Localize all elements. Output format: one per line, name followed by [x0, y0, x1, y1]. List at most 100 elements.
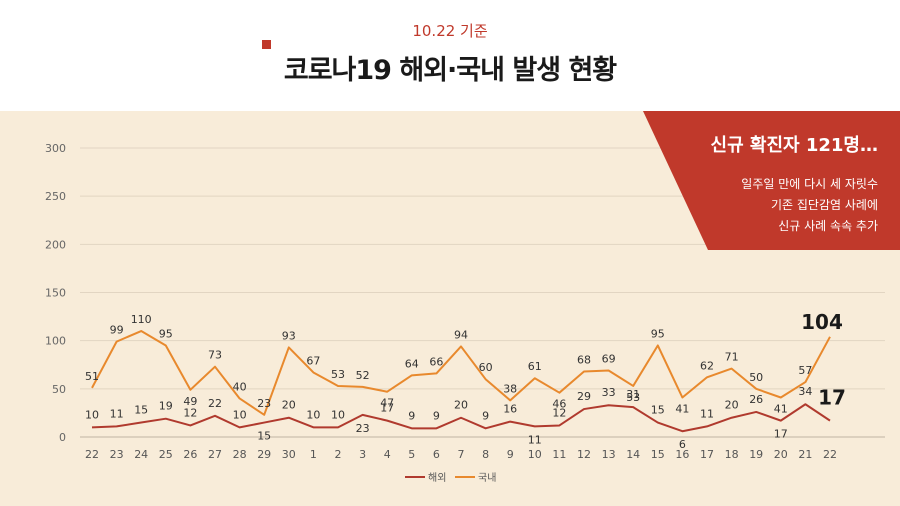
data-label-domestic: 66: [429, 355, 443, 368]
x-tick-label: 13: [602, 448, 616, 461]
data-label-overseas: 15: [651, 404, 665, 417]
data-label-domestic: 110: [131, 313, 152, 326]
data-label-domestic: 40: [233, 380, 247, 393]
data-label-overseas: 10: [233, 408, 247, 421]
data-label-domestic: 38: [503, 382, 517, 395]
title-marker-icon: [262, 40, 271, 49]
data-label-domestic: 73: [208, 349, 222, 362]
x-tick-label: 14: [626, 448, 640, 461]
data-label-overseas: 31: [626, 388, 640, 401]
data-label-overseas: 10: [306, 408, 320, 421]
x-tick-label: 19: [749, 448, 763, 461]
x-tick-label: 1: [310, 448, 317, 461]
data-label-overseas: 9: [408, 409, 415, 422]
x-tick-label: 5: [408, 448, 415, 461]
x-tick-label: 22: [85, 448, 99, 461]
data-label-overseas: 17: [380, 402, 394, 415]
data-label-overseas: 17: [818, 386, 846, 410]
series-line-domestic: [91, 330, 831, 416]
callout-banner: [643, 111, 900, 250]
x-tick-label: 6: [433, 448, 440, 461]
data-label-overseas: 15: [257, 430, 271, 443]
data-label-overseas: 6: [679, 438, 686, 451]
data-label-domestic: 71: [725, 351, 739, 364]
data-label-overseas: 29: [577, 390, 591, 403]
x-tick-label: 21: [798, 448, 812, 461]
x-tick-label: 7: [458, 448, 465, 461]
data-label-domestic: 64: [405, 357, 419, 370]
x-tick-label: 11: [552, 448, 566, 461]
legend-label: 국내: [478, 472, 496, 484]
data-label-overseas: 19: [159, 400, 173, 413]
page-title: 코로나19 해외·국내 발생 현황: [283, 55, 617, 86]
data-label-domestic: 99: [110, 324, 124, 337]
x-tick-label: 9: [507, 448, 514, 461]
data-label-overseas: 17: [774, 428, 788, 441]
data-label-domestic: 57: [798, 364, 812, 377]
data-label-overseas: 26: [749, 393, 763, 406]
data-label-overseas: 23: [356, 422, 370, 435]
data-label-overseas: 10: [85, 408, 99, 421]
data-label-overseas: 20: [725, 399, 739, 412]
data-label-domestic: 95: [651, 327, 665, 340]
data-label-domestic: 46: [552, 398, 566, 411]
x-tick-label: 20: [774, 448, 788, 461]
x-tick-label: 23: [110, 448, 124, 461]
data-label-domestic: 94: [454, 328, 468, 341]
series-line-overseas: [91, 403, 831, 433]
x-tick-label: 30: [282, 448, 296, 461]
legend-label: 해외: [428, 471, 446, 484]
x-tick-label: 8: [482, 448, 489, 461]
data-label-domestic: 104: [801, 310, 843, 334]
y-tick-label: 300: [45, 142, 66, 155]
data-label-overseas: 12: [183, 406, 197, 419]
data-label-domestic: 51: [85, 370, 99, 383]
data-label-domestic: 23: [257, 397, 271, 410]
data-label-overseas: 34: [798, 385, 812, 398]
x-tick-label: 28: [233, 448, 247, 461]
y-tick-label: 0: [59, 431, 66, 444]
x-tick-label: 15: [651, 448, 665, 461]
x-tick-label: 10: [528, 448, 542, 461]
x-tick-label: 22: [823, 448, 837, 461]
y-tick-label: 250: [45, 190, 66, 203]
x-tick-label: 29: [257, 448, 271, 461]
data-label-domestic: 68: [577, 353, 591, 366]
x-tick-label: 3: [359, 448, 366, 461]
data-label-overseas: 20: [282, 399, 296, 412]
x-tick-label: 24: [134, 448, 148, 461]
data-label-overseas: 11: [700, 407, 714, 420]
x-tick-label: 17: [700, 448, 714, 461]
x-tick-label: 2: [335, 448, 342, 461]
data-label-overseas: 33: [602, 386, 616, 399]
y-tick-label: 100: [45, 335, 66, 348]
data-label-overseas: 22: [208, 397, 222, 410]
data-label-overseas: 9: [433, 409, 440, 422]
data-label-overseas: 10: [331, 408, 345, 421]
data-label-domestic: 41: [774, 403, 788, 416]
y-tick-label: 200: [45, 238, 66, 251]
data-label-overseas: 16: [503, 403, 517, 416]
data-label-domestic: 47: [380, 397, 394, 410]
data-label-domestic: 50: [749, 371, 763, 384]
x-tick-label: 4: [384, 448, 391, 461]
date-label: 10.22 기준: [412, 22, 488, 40]
data-label-overseas: 20: [454, 399, 468, 412]
header: 10.22 기준 코로나19 해외·국내 발생 현황: [0, 0, 900, 111]
data-label-domestic: 52: [356, 369, 370, 382]
data-label-domestic: 93: [282, 329, 296, 342]
data-label-overseas: 15: [134, 404, 148, 417]
data-label-domestic: 62: [700, 359, 714, 372]
data-label-overseas: 11: [110, 407, 124, 420]
data-label-domestic: 95: [159, 327, 173, 340]
data-label-domestic: 41: [675, 403, 689, 416]
data-label-domestic: 60: [479, 361, 493, 374]
data-label-overseas: 11: [528, 433, 542, 446]
x-tick-label: 25: [159, 448, 173, 461]
data-label-domestic: 53: [626, 391, 640, 404]
x-tick-label: 18: [725, 448, 739, 461]
data-label-domestic: 61: [528, 360, 542, 373]
y-tick-label: 150: [45, 287, 66, 300]
y-tick-label: 50: [52, 383, 66, 396]
